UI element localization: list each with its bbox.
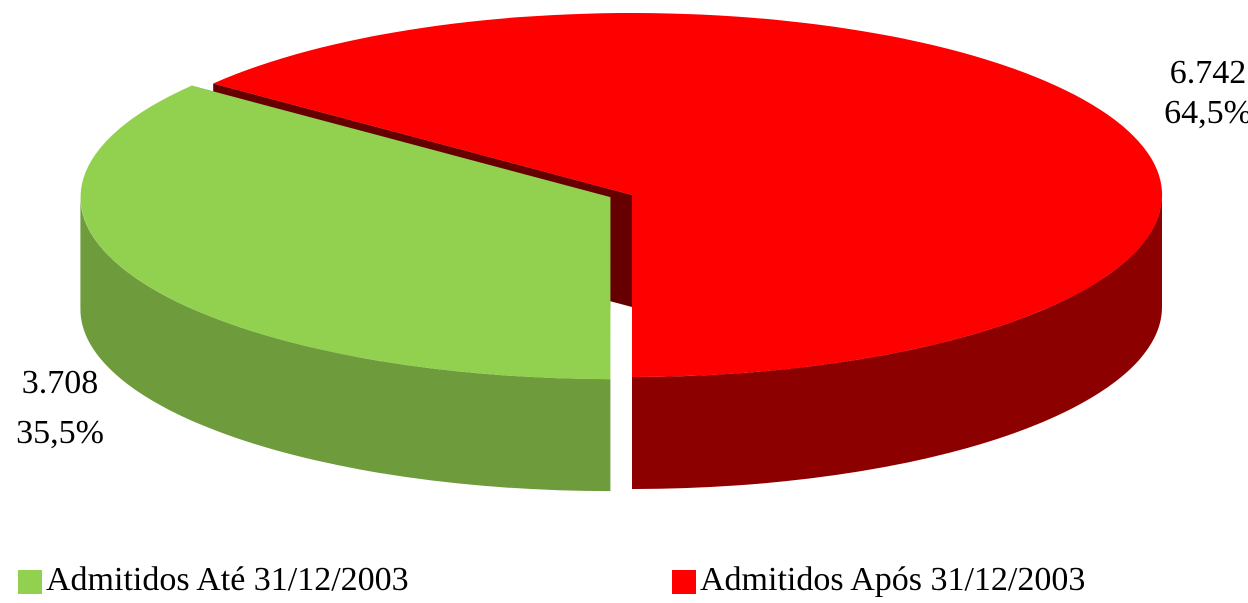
slice-side xyxy=(80,197,611,492)
legend-label: Admitidos Até 31/12/2003 xyxy=(46,561,409,598)
legend-swatch xyxy=(672,570,696,594)
data-label: 6.742 xyxy=(1170,54,1247,91)
slice xyxy=(213,12,1163,377)
data-label: 64,5% xyxy=(1164,94,1248,131)
slice xyxy=(80,85,611,380)
slice-side xyxy=(632,195,1162,489)
data-label: 35,5% xyxy=(16,414,104,451)
data-label: 3.708 xyxy=(22,364,99,401)
legend-label: Admitidos Após 31/12/2003 xyxy=(700,561,1085,598)
legend-swatch xyxy=(18,570,42,594)
